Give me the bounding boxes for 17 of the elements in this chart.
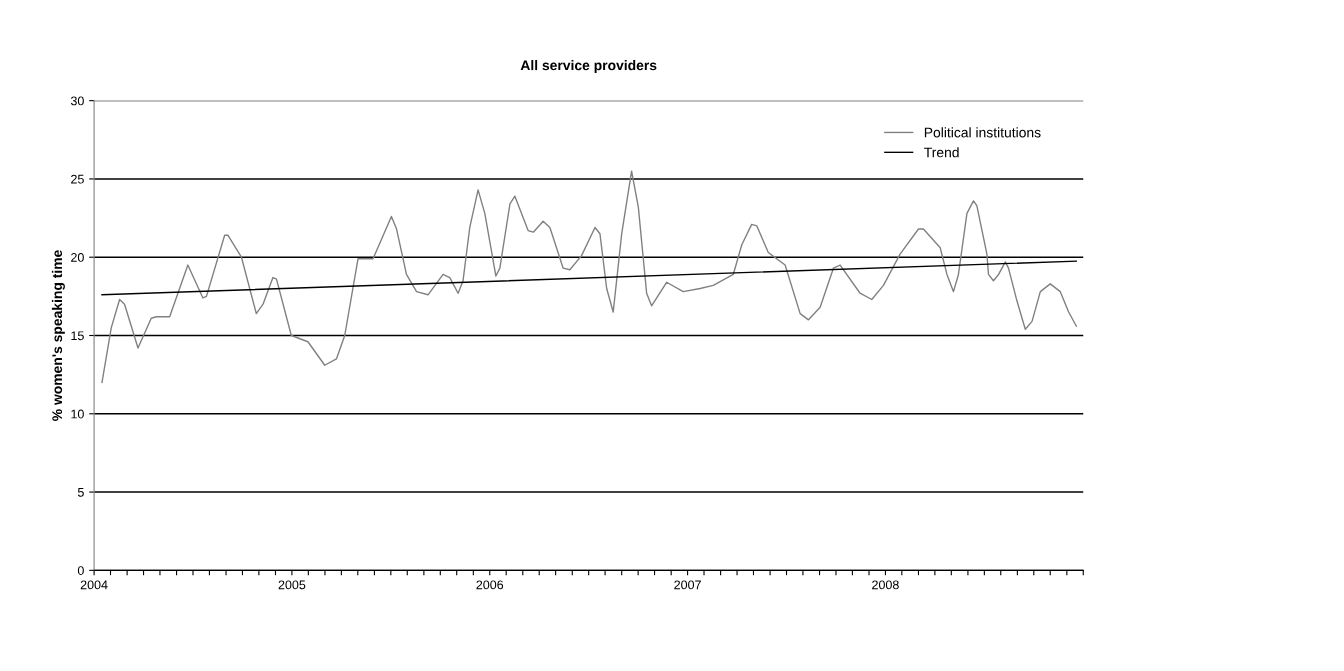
- x-tick-label: 2008: [872, 580, 899, 590]
- y-tick-label: 0: [77, 566, 84, 575]
- line-series: [101, 170, 1078, 384]
- legend-label: Political institutions: [924, 127, 1041, 138]
- x-tick-label: 2007: [674, 580, 701, 590]
- chart-title: All service providers: [520, 60, 657, 73]
- y-axis-title: % women's speaking time: [51, 250, 65, 421]
- y-tick-label: 10: [71, 409, 84, 419]
- x-tick-label: 2004: [80, 580, 108, 590]
- x-tick-label: 2005: [278, 580, 306, 590]
- x-tick-label: 2006: [476, 580, 504, 590]
- y-tick-label: 15: [71, 331, 84, 341]
- y-tick-label: 25: [71, 174, 84, 184]
- y-tick-label: 30: [70, 96, 84, 106]
- y-tick-label: 5: [77, 488, 84, 497]
- legend-label: Trend: [924, 147, 959, 158]
- y-tick-label: 20: [71, 253, 84, 262]
